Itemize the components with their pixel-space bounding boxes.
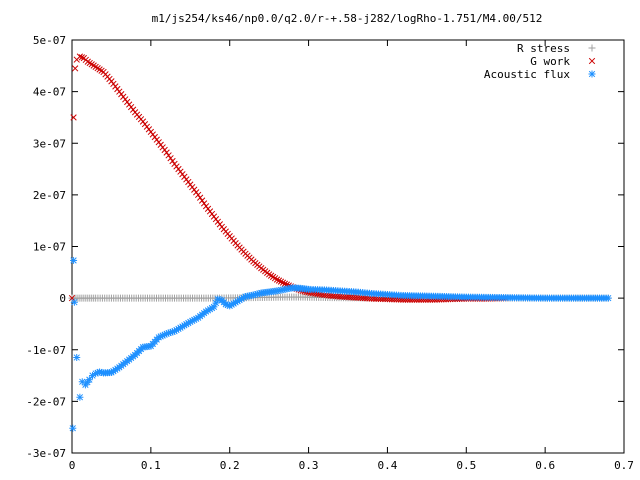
legend-marker <box>588 44 596 52</box>
data-point <box>69 424 77 432</box>
data-point <box>196 194 204 201</box>
series-layer <box>68 53 612 432</box>
data-point <box>85 376 93 384</box>
y-tick-label: 1e-07 <box>33 241 66 254</box>
data-point <box>200 200 208 207</box>
data-point <box>169 157 176 165</box>
x-tick-label: 0.6 <box>535 459 555 472</box>
y-tick-label: -1e-07 <box>26 344 66 357</box>
data-point <box>72 65 79 72</box>
x-tick-label: 0 <box>69 459 76 472</box>
legend-label: G work <box>530 55 570 68</box>
data-point <box>70 298 78 306</box>
data-point <box>273 276 281 283</box>
x-tick-label: 0.7 <box>614 459 634 472</box>
data-point <box>76 393 84 401</box>
data-point <box>73 353 81 361</box>
data-point <box>70 114 77 121</box>
data-point <box>226 302 234 310</box>
series-acoustic-flux <box>69 256 612 432</box>
x-tick-label: 0.1 <box>141 459 161 472</box>
data-point <box>163 149 170 156</box>
y-tick-label: 2e-07 <box>33 189 66 202</box>
series-g-work <box>68 53 509 303</box>
y-tick-label: -2e-07 <box>26 395 66 408</box>
y-tick-label: 4e-07 <box>33 86 66 99</box>
x-tick-label: 0.3 <box>299 459 319 472</box>
x-axis: 0 0.1 0.2 0.3 0.4 0.5 0.6 0.7 <box>69 40 634 472</box>
data-point <box>275 277 283 284</box>
x-tick-label: 0.4 <box>377 459 397 472</box>
x-tick-label: 0.2 <box>220 459 240 472</box>
data-point <box>277 278 285 285</box>
y-tick-label: 3e-07 <box>33 137 66 150</box>
legend-label: R stress <box>517 42 570 55</box>
plot-frame-rect <box>71 39 625 454</box>
chart-title: m1/js254/ks46/np0.0/q2.0/r-+.58-j282/log… <box>152 12 543 25</box>
data-point <box>198 197 206 204</box>
data-point <box>279 279 287 286</box>
data-point <box>165 152 172 159</box>
x-tick-label: 0.5 <box>456 459 476 472</box>
y-tick-label: 0 <box>59 292 66 305</box>
data-point <box>78 54 86 61</box>
data-point <box>195 191 202 199</box>
y-tick-label: 5e-07 <box>33 34 66 47</box>
plot-frame <box>71 39 625 454</box>
legend-marker <box>588 70 596 78</box>
data-point <box>167 155 174 162</box>
legend-label: Acoustic flux <box>484 68 570 81</box>
y-axis: -3e-07 -2e-07 -1e-07 0 1e-07 2e-07 3e-07 4e-07 5… <box>26 34 624 460</box>
data-point <box>76 53 84 60</box>
y-tick-label: -3e-07 <box>26 447 66 460</box>
legend-marker <box>588 57 596 65</box>
data-point <box>604 294 612 302</box>
data-point <box>70 256 78 264</box>
